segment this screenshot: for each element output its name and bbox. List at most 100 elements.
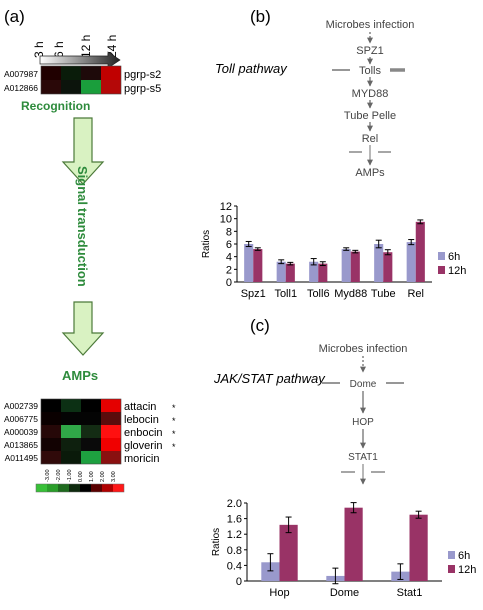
row-id-label: A006775 <box>4 414 38 424</box>
bar-6h-rel <box>406 242 416 282</box>
legend-label-12h: 12h <box>448 265 466 277</box>
toll-node-amps: AMPs <box>355 167 385 179</box>
heatmap-cell <box>81 425 101 438</box>
row-id-label: A000039 <box>4 427 38 437</box>
bar-12h-hop <box>279 524 298 581</box>
gene-label: enbocin <box>124 427 163 439</box>
heatmap-cell <box>101 425 121 438</box>
scale-tick-label: 0.00 <box>78 471 84 482</box>
amps-title: AMPs <box>62 368 98 383</box>
row-id-label: A012866 <box>4 83 38 93</box>
x-tick-label: Toll6 <box>307 288 330 300</box>
jak-node-hop: HOP <box>352 417 374 428</box>
gene-label: gloverin <box>124 440 163 452</box>
legend-swatch-12h <box>448 565 455 573</box>
jak-bar-chart: 0 0.4 0.8 1.2 1.6 2.0 Ratios Hop Dome Stat1 6h 12h <box>211 498 476 599</box>
scale-tick-label: -1.00 <box>67 469 73 482</box>
scale-tick-label: -3.00 <box>45 469 51 482</box>
heatmap-cell <box>101 412 121 425</box>
time-label-12h: 12 h <box>79 35 93 58</box>
heatmap-cell <box>41 451 61 464</box>
scale-border <box>35 483 125 493</box>
heatmap-cell <box>81 412 101 425</box>
x-tick-label: Tube <box>371 288 396 300</box>
bar-6h-myd88 <box>341 249 351 282</box>
scale-tick-label: 3.00 <box>111 471 117 482</box>
scale-swatch <box>47 484 58 492</box>
recognition-title: Recognition <box>21 99 90 113</box>
y-tick-label: 6 <box>226 239 232 251</box>
bar-12h-dome <box>344 507 363 581</box>
heatmap-cell <box>61 399 81 412</box>
heatmap-cell <box>101 438 121 451</box>
time-label-3h: 3 h <box>32 41 46 58</box>
signal-arrow-upper <box>61 117 105 185</box>
heatmap-cell <box>41 412 61 425</box>
scale-swatch <box>58 484 69 492</box>
x-tick-label: Hop <box>269 587 289 599</box>
legend-label-12h: 12h <box>458 564 476 576</box>
scale-swatch <box>80 484 91 492</box>
jak-node-microbes: Microbes infection <box>319 343 408 355</box>
row-id-label: A011495 <box>5 453 39 463</box>
toll-pathway-diagram: Microbes infection SPZ1 Tolls MYD88 Tube… <box>326 19 415 179</box>
heatmap-border <box>40 398 122 465</box>
significance-star: * <box>172 442 176 452</box>
y-tick-label: 2 <box>226 264 232 276</box>
heatmap-border <box>40 65 122 95</box>
heatmap-cell <box>81 451 101 464</box>
heatmap-cell <box>81 399 101 412</box>
y-tick-label: 0 <box>226 277 232 289</box>
time-gradient-arrow <box>39 51 121 69</box>
time-label-6h: 6 h <box>52 41 66 58</box>
panel-c-label: (c) <box>250 316 270 335</box>
jak-node-stat1: STAT1 <box>348 452 378 463</box>
bar-12h-stat1 <box>409 514 428 581</box>
significance-star: * <box>172 416 176 426</box>
bar-12h-tube <box>383 252 393 282</box>
row-id-label: A002739 <box>4 401 38 411</box>
heatmap-cell <box>61 66 81 80</box>
toll-node-tube-pelle: Tube Pelle <box>344 110 396 122</box>
scale-swatch <box>91 484 102 492</box>
gene-label: attacin <box>124 401 156 413</box>
scale-swatch <box>36 484 47 492</box>
bar-6h-spz1 <box>244 244 254 282</box>
heatmap-cell <box>61 438 81 451</box>
bar-12h-rel <box>415 221 425 282</box>
jak-pathway-title: JAK/STAT pathway <box>213 371 326 386</box>
legend-label-6h: 6h <box>458 550 470 562</box>
row-id-label: A013865 <box>4 440 38 450</box>
x-tick-label: Toll1 <box>274 288 297 300</box>
bar-12h-spz1 <box>253 249 263 282</box>
panel-a-label: (a) <box>4 7 25 26</box>
heatmap-cell <box>81 66 101 80</box>
heatmap-cell <box>61 425 81 438</box>
y-tick-label: 2.0 <box>227 498 242 510</box>
bar-6h-hop <box>261 562 280 581</box>
recognition-heatmap: A007987 pgrp-s2 A012866 pgrp-s5 <box>4 65 161 95</box>
legend-swatch-12h <box>438 266 445 274</box>
heatmap-cell <box>101 399 121 412</box>
heatmap-cell <box>41 66 61 80</box>
bar-12h-myd88 <box>350 251 360 282</box>
x-tick-label: Dome <box>330 587 359 599</box>
x-tick-label: Rel <box>407 288 424 300</box>
heatmap-cell <box>61 80 81 94</box>
legend-label-6h: 6h <box>448 251 460 263</box>
heatmap-cell <box>81 438 101 451</box>
toll-node-myd88: MYD88 <box>352 88 389 100</box>
transduction-label: transduction <box>75 208 90 287</box>
bar-6h-toll1 <box>276 261 286 282</box>
gene-label: lebocin <box>124 414 159 426</box>
amps-heatmap: A002739 attacin * A006775 lebocin * A000039 enb… <box>4 398 176 465</box>
gene-label: pgrp-s5 <box>124 83 161 95</box>
scale-swatch <box>102 484 113 492</box>
heatmap-cell <box>41 80 61 94</box>
y-tick-label: 10 <box>220 214 232 226</box>
heatmap-cell <box>41 438 61 451</box>
toll-pathway-title: Toll pathway <box>215 61 288 76</box>
toll-node-microbes: Microbes infection <box>326 19 415 31</box>
